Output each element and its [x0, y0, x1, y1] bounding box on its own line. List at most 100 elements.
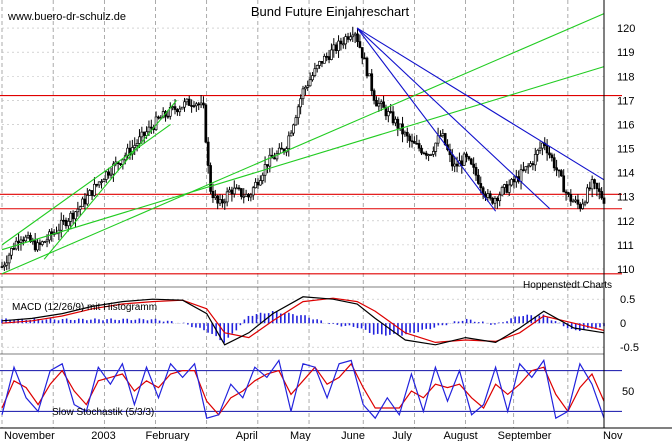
candle-body	[83, 198, 87, 205]
candle-body	[536, 149, 539, 155]
candle-body	[465, 153, 468, 158]
candle-body	[401, 123, 404, 135]
candle-body	[453, 163, 457, 167]
price-tick-label: 117	[617, 95, 635, 107]
price-tick-label: 110	[617, 264, 635, 276]
candle-body	[247, 194, 250, 198]
candle-body	[526, 165, 530, 168]
candle-body	[78, 206, 82, 210]
candle-body	[396, 118, 400, 129]
candle-body	[204, 104, 208, 143]
candle-body	[19, 239, 23, 244]
candle-body	[62, 219, 65, 222]
candle-body	[202, 102, 205, 106]
candle-body	[332, 44, 336, 51]
candle-body	[597, 188, 601, 192]
candle-body	[97, 181, 101, 186]
candle-body	[109, 173, 113, 176]
candle-body	[420, 147, 423, 154]
candle-body	[507, 184, 511, 193]
candle-body	[455, 163, 459, 167]
candle-body	[173, 106, 177, 110]
candle-body	[334, 44, 338, 51]
candle-body	[85, 195, 89, 205]
candle-body	[128, 147, 132, 155]
candle-body	[578, 203, 582, 209]
x-tick-label: June	[341, 430, 365, 441]
stochastic-d-line	[1, 362, 605, 416]
blue-trendline-0	[356, 27, 605, 181]
website-label[interactable]: www.buero-dr-schulz.de	[7, 11, 126, 23]
candle-body	[574, 199, 577, 202]
candle-body	[206, 141, 210, 166]
candle-body	[415, 142, 419, 145]
candle-body	[240, 188, 243, 197]
candle-body	[322, 55, 326, 64]
candle-body	[586, 187, 589, 203]
candle-body	[218, 199, 222, 204]
candle-body	[88, 190, 92, 196]
candle-body	[583, 201, 587, 205]
candle-body	[486, 193, 490, 198]
candle-body	[493, 197, 497, 204]
candle-body	[119, 163, 122, 166]
candle-body	[462, 153, 466, 166]
candle-body	[166, 115, 170, 118]
x-tick-label: November	[4, 430, 55, 441]
macd-label: MACD (12/26/9) mit Histogramm	[12, 302, 157, 313]
candle-body	[230, 189, 234, 195]
candle-body	[363, 57, 366, 60]
x-tick-label: Nov	[603, 430, 623, 441]
candle-body	[467, 156, 471, 160]
candle-body	[375, 100, 378, 107]
x-tick-label: May	[290, 430, 311, 441]
candle-body	[557, 169, 561, 172]
candle-body	[183, 101, 186, 108]
candle-body	[185, 98, 189, 103]
candle-body	[491, 197, 494, 204]
candle-body	[548, 152, 551, 156]
candle-body	[292, 124, 295, 134]
candle-body	[424, 152, 428, 156]
candle-body	[330, 49, 333, 60]
candle-body	[590, 179, 594, 190]
candle-body	[258, 180, 262, 186]
candle-body	[74, 211, 77, 220]
candle-body	[26, 234, 30, 238]
candle-body	[59, 219, 63, 231]
candle-body	[370, 73, 374, 92]
candle-body	[391, 111, 395, 124]
candle-body	[576, 199, 580, 205]
candle-body	[12, 248, 16, 250]
candle-body	[40, 241, 44, 245]
candle-body	[223, 201, 227, 204]
price-tick-label: 116	[617, 119, 635, 131]
candle-body	[434, 142, 438, 152]
green-trendline-2	[43, 99, 178, 260]
candle-body	[301, 88, 305, 100]
candle-body	[327, 56, 331, 60]
candle-body	[249, 194, 253, 198]
x-tick-label: 2003	[91, 430, 115, 441]
candle-body	[299, 98, 302, 108]
candle-body	[138, 136, 141, 144]
candle-body	[67, 220, 70, 227]
candle-body	[538, 147, 542, 151]
candle-body	[593, 179, 596, 184]
candle-body	[394, 118, 397, 124]
candle-body	[512, 179, 516, 183]
candle-body	[38, 242, 42, 245]
candle-body	[147, 126, 151, 133]
candle-body	[197, 103, 201, 106]
candle-body	[469, 158, 473, 165]
candle-body	[225, 191, 229, 203]
price-tick-label: 120	[617, 23, 635, 35]
candle-body	[600, 191, 603, 199]
candle-body	[569, 194, 573, 202]
candle-body	[351, 34, 355, 38]
candle-body	[235, 187, 238, 190]
chart-title: Bund Future Einjahreschart	[251, 4, 410, 19]
candle-body	[287, 135, 291, 149]
